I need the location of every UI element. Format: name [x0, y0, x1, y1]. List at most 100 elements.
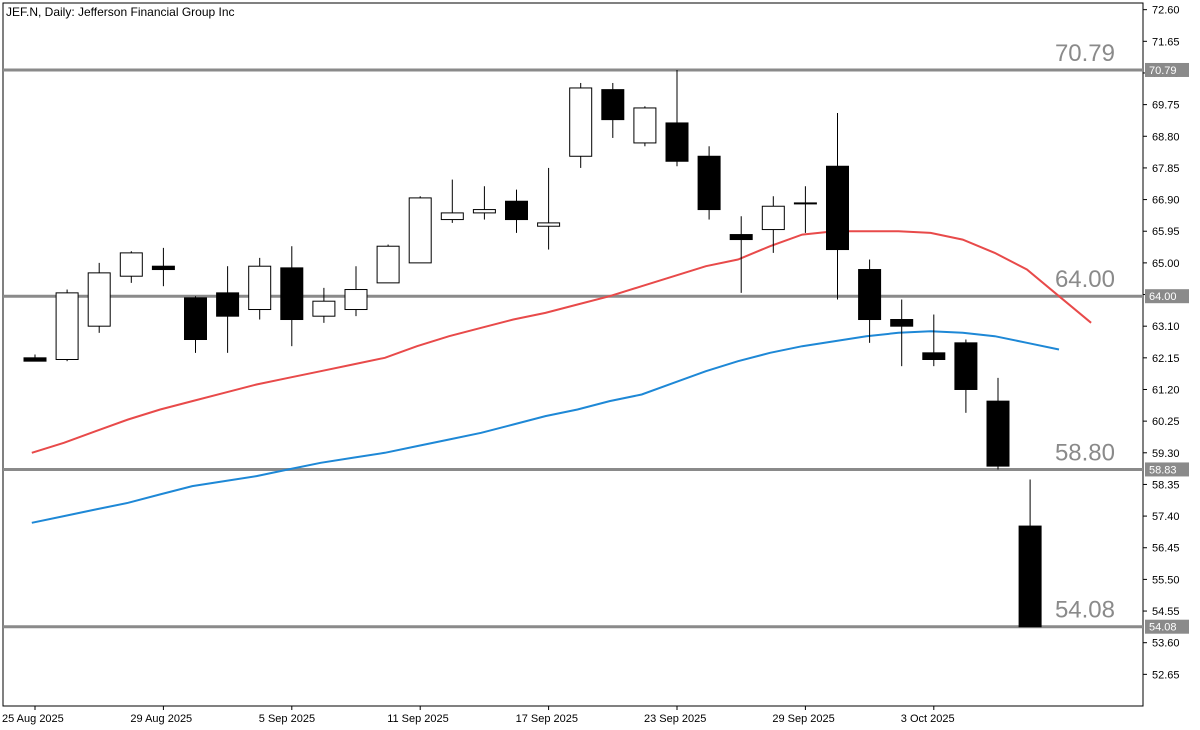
candle-body-bull: [761, 205, 785, 231]
candle-body-bear: [280, 267, 304, 321]
candle-20: [665, 69, 689, 167]
y-tick-label: 65.00: [1152, 258, 1180, 270]
candle-0: [23, 354, 47, 362]
candle-body-bear: [665, 122, 689, 162]
candle-16: [537, 167, 561, 250]
candle-14: [472, 186, 496, 220]
candle-28: [922, 314, 946, 367]
y-tick-label: 55.50: [1152, 574, 1180, 586]
candle-6: [216, 266, 240, 353]
candle-31: [1018, 479, 1042, 628]
y-tick-label: 53.60: [1152, 638, 1180, 650]
candle-body-bull: [537, 222, 561, 227]
x-tick-label: 11 Sep 2025: [387, 713, 449, 725]
candle-17: [569, 82, 593, 168]
candle-30: [986, 377, 1010, 470]
candle-26: [858, 259, 882, 343]
x-tick-label: 29 Sep 2025: [772, 713, 834, 725]
candle-4: [151, 247, 175, 287]
candle-body-bull: [55, 292, 79, 360]
x-axis: 25 Aug 2025 29 Aug 2025 5 Sep 2025 11 Sep 2…: [2, 706, 955, 725]
y-tick-label: 58.35: [1152, 479, 1180, 491]
y-tick-label: 56.45: [1152, 543, 1180, 555]
candle-body-bull: [312, 300, 336, 317]
candle-27: [890, 299, 914, 367]
x-tick-label: 29 Aug 2025: [130, 713, 192, 725]
candle-body-bull: [376, 245, 400, 284]
y-tick-label: 72.60: [1152, 5, 1180, 17]
level-tag-bg: [1145, 62, 1189, 77]
candle-18: [601, 82, 625, 138]
candle-11: [376, 244, 400, 284]
y-tick-label: 57.40: [1152, 511, 1180, 523]
candle-29: [954, 339, 978, 413]
ma-line-0: [31, 230, 1092, 454]
candle-13: [440, 179, 464, 223]
level-tag-text: 70.79: [1149, 65, 1177, 77]
candle-12: [408, 196, 432, 264]
candle-2: [87, 262, 111, 333]
chart-title: JEF.N, Daily: Jefferson Financial Group …: [6, 5, 235, 19]
y-axis: 72.6071.6570.7069.7568.8067.8566.9065.95…: [1143, 5, 1180, 681]
candle-7: [248, 257, 272, 320]
candle-15: [505, 189, 528, 233]
candle-24: [793, 186, 817, 233]
y-tick-label: 65.95: [1152, 226, 1180, 238]
y-tick-label: 61.20: [1152, 384, 1180, 396]
candle-19: [633, 106, 657, 147]
level-tag-text: 58.83: [1149, 464, 1177, 476]
y-tick-label: 69.75: [1152, 100, 1180, 112]
ma-line-1: [31, 330, 1060, 524]
candle-21: [697, 146, 721, 220]
candle-25: [826, 112, 849, 300]
level-tag-2: 58.83: [1145, 462, 1189, 477]
candle-body-bear: [1018, 525, 1042, 628]
candle-body-bull: [248, 265, 272, 311]
y-tick-label: 67.85: [1152, 163, 1180, 175]
level-tag-bg: [1145, 289, 1189, 304]
candle-body-bull: [87, 272, 111, 327]
y-tick-label: 66.90: [1152, 195, 1180, 207]
horizontal-levels: 70.79 64.00 58.80 54.08: [3, 40, 1143, 629]
candle-body-bear: [890, 319, 914, 327]
candle-body-bear: [954, 342, 978, 390]
candle-body-bull: [569, 87, 593, 157]
y-tick-label: 52.65: [1152, 669, 1180, 681]
x-tick-label: 17 Sep 2025: [516, 713, 578, 725]
candle-body-bear: [184, 297, 207, 341]
y-tick-label: 63.10: [1152, 321, 1180, 333]
level-tag-text: 54.08: [1149, 622, 1177, 634]
candle-body-bear: [151, 265, 175, 271]
candle-body-bull: [344, 289, 368, 311]
level-label-2: 58.80: [1055, 439, 1115, 466]
level-tag-text: 64.00: [1149, 291, 1177, 303]
candle-8: [280, 246, 304, 347]
level-tag-1: 64.00: [1145, 289, 1189, 304]
level-label-3: 54.08: [1055, 597, 1115, 624]
candle-3: [119, 251, 143, 283]
candles: [23, 69, 1042, 628]
y-tick-label: 59.30: [1152, 448, 1180, 460]
level-label-0: 70.79: [1055, 40, 1115, 67]
moving-averages: [31, 230, 1092, 524]
candle-1: [55, 289, 79, 362]
candle-body-bear: [729, 234, 753, 241]
candle-body-bear: [601, 89, 625, 121]
candle-body-bear: [826, 165, 849, 251]
candle-body-bull: [440, 212, 464, 221]
level-tag-bg: [1145, 462, 1189, 477]
x-tick-label: 5 Sep 2025: [259, 713, 315, 725]
candle-body-bull: [793, 202, 817, 205]
candle-body-bear: [922, 352, 946, 360]
level-label-1: 64.00: [1055, 266, 1115, 293]
candle-body-bear: [505, 200, 528, 221]
candle-23: [761, 196, 785, 253]
candle-body-bear: [216, 292, 240, 317]
x-tick-label: 23 Sep 2025: [644, 713, 706, 725]
y-tick-label: 71.65: [1152, 36, 1180, 48]
level-tag-bg: [1145, 619, 1189, 634]
y-tick-label: 60.25: [1152, 416, 1180, 428]
candle-body-bull: [472, 209, 496, 214]
candle-5: [184, 296, 207, 353]
